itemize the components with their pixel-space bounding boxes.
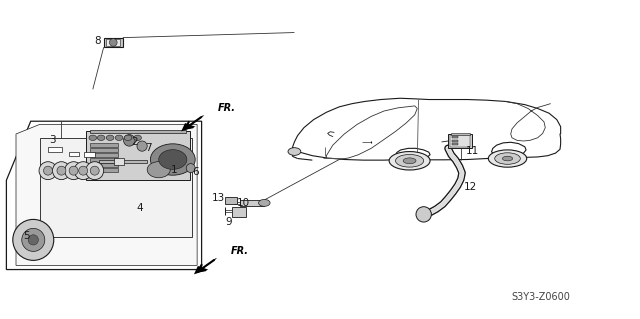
Text: FR.: FR. — [218, 103, 236, 113]
Ellipse shape — [389, 152, 430, 170]
Ellipse shape — [22, 228, 45, 251]
Bar — [90, 163, 118, 167]
Ellipse shape — [259, 199, 270, 206]
Ellipse shape — [488, 150, 527, 167]
Ellipse shape — [134, 135, 141, 140]
Bar — [104, 38, 123, 47]
Bar — [90, 168, 118, 172]
Ellipse shape — [288, 148, 301, 155]
Text: S3Y3-Z0600: S3Y3-Z0600 — [511, 292, 570, 302]
Text: 3: 3 — [49, 135, 56, 145]
Ellipse shape — [495, 153, 520, 164]
Ellipse shape — [89, 135, 97, 140]
Bar — [90, 130, 186, 133]
Ellipse shape — [115, 135, 123, 140]
Bar — [240, 200, 264, 206]
Text: FR.: FR. — [230, 246, 248, 256]
Text: 10: 10 — [237, 197, 250, 208]
Bar — [99, 160, 147, 163]
Bar — [106, 39, 120, 46]
Ellipse shape — [39, 162, 57, 180]
Text: 13: 13 — [212, 193, 225, 204]
Ellipse shape — [124, 135, 132, 140]
Ellipse shape — [97, 135, 105, 140]
Bar — [69, 152, 79, 156]
Bar — [114, 158, 124, 165]
Ellipse shape — [90, 166, 99, 175]
Text: 6: 6 — [192, 167, 198, 177]
Bar — [90, 158, 118, 162]
Text: 5: 5 — [24, 231, 30, 241]
Ellipse shape — [416, 207, 431, 222]
Ellipse shape — [137, 141, 147, 151]
Bar — [225, 197, 237, 204]
Text: 12: 12 — [464, 182, 477, 192]
Bar — [90, 153, 118, 157]
Bar — [90, 143, 118, 147]
Bar — [448, 134, 472, 148]
Ellipse shape — [150, 144, 195, 175]
Ellipse shape — [396, 154, 424, 167]
Ellipse shape — [86, 162, 104, 180]
Bar — [452, 140, 458, 142]
Ellipse shape — [57, 166, 66, 175]
Text: 4: 4 — [136, 203, 143, 213]
Ellipse shape — [79, 166, 88, 175]
Ellipse shape — [403, 158, 416, 164]
Ellipse shape — [69, 166, 78, 175]
Ellipse shape — [109, 39, 117, 46]
Polygon shape — [6, 121, 202, 270]
Text: 2: 2 — [131, 137, 138, 147]
Ellipse shape — [74, 162, 92, 180]
Bar — [84, 152, 95, 157]
Ellipse shape — [124, 135, 135, 146]
Text: 1: 1 — [171, 165, 177, 175]
Bar — [40, 138, 192, 237]
Text: 8: 8 — [94, 36, 100, 47]
Ellipse shape — [28, 235, 38, 245]
Text: 11: 11 — [466, 145, 479, 156]
Ellipse shape — [52, 162, 70, 180]
Ellipse shape — [65, 162, 83, 180]
Bar — [86, 131, 190, 180]
Bar — [48, 147, 62, 152]
Ellipse shape — [502, 156, 513, 161]
Bar — [90, 148, 118, 152]
Bar — [451, 133, 470, 135]
Ellipse shape — [186, 164, 195, 173]
Ellipse shape — [13, 219, 54, 260]
Bar — [452, 136, 458, 138]
Text: 7: 7 — [145, 143, 152, 153]
Bar — [450, 135, 470, 147]
Ellipse shape — [44, 166, 52, 175]
Bar — [452, 143, 458, 145]
Text: 9: 9 — [226, 217, 232, 227]
Ellipse shape — [147, 162, 170, 178]
Ellipse shape — [106, 135, 114, 140]
Ellipse shape — [159, 150, 187, 169]
FancyArrow shape — [181, 115, 204, 131]
Bar — [232, 207, 246, 217]
FancyArrow shape — [194, 258, 217, 274]
Polygon shape — [16, 124, 197, 265]
